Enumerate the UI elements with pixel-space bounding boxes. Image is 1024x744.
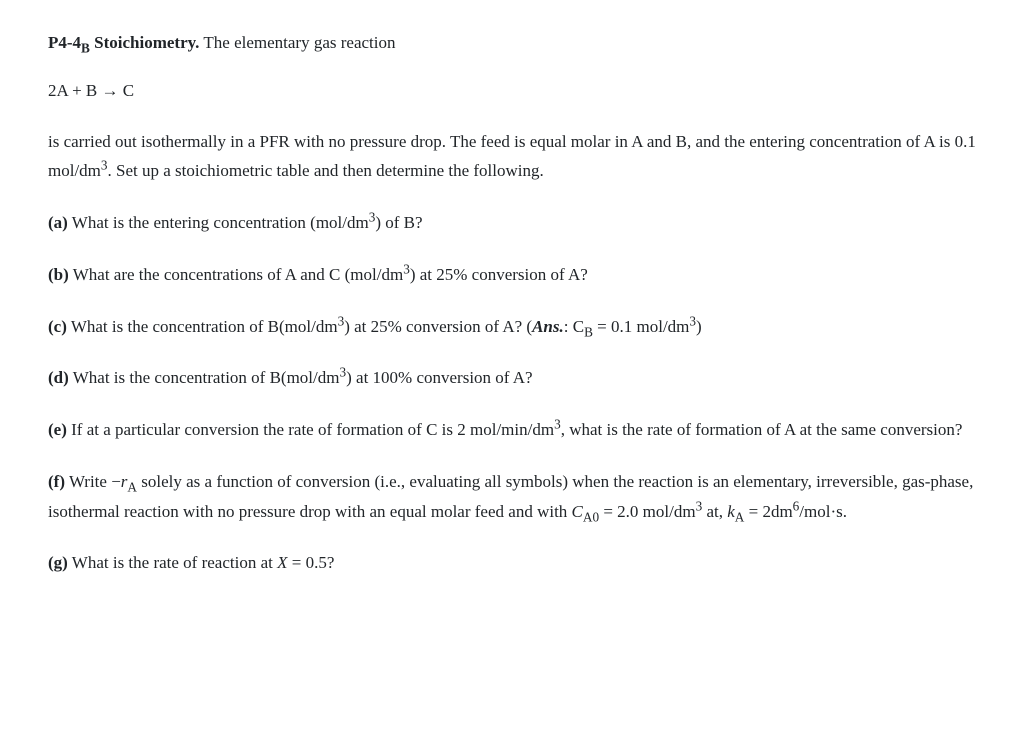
question-c: (c) What is the concentration of B(mol/d…	[48, 312, 976, 342]
question-a: (a) What is the entering concentration (…	[48, 208, 976, 238]
question-d: (d) What is the concentration of B(mol/d…	[48, 363, 976, 393]
question-d-text: What is the concentration of B(mol/dm3) …	[73, 368, 533, 387]
question-a-label: (a)	[48, 213, 68, 232]
question-a-text: What is the entering concentration (mol/…	[72, 213, 423, 232]
problem-intro: The elementary gas reaction	[203, 33, 395, 52]
question-g-label: (g)	[48, 553, 68, 572]
question-b-text: What are the concentrations of A and C (…	[73, 265, 588, 284]
question-f-label: (f)	[48, 472, 65, 491]
question-c-label: (c)	[48, 317, 67, 336]
problem-title: Stoichiometry.	[94, 33, 199, 52]
question-f-text: Write −rA solely as a function of conver…	[48, 472, 973, 521]
question-g-text: What is the rate of reaction at X = 0.5?	[72, 553, 335, 572]
question-f: (f) Write −rA solely as a function of co…	[48, 467, 976, 527]
question-c-text: What is the concentration of B(mol/dm3) …	[71, 317, 702, 336]
problem-number: P4-4B	[48, 33, 90, 52]
problem-header: P4-4B Stoichiometry. The elementary gas …	[48, 30, 976, 56]
reaction-equation: 2A + B → C	[48, 78, 976, 104]
question-b-label: (b)	[48, 265, 69, 284]
question-e: (e) If at a particular conversion the ra…	[48, 415, 976, 445]
question-g: (g) What is the rate of reaction at X = …	[48, 548, 976, 578]
question-e-text: If at a particular conversion the rate o…	[71, 420, 962, 439]
question-d-label: (d)	[48, 368, 69, 387]
question-b: (b) What are the concentrations of A and…	[48, 260, 976, 290]
question-e-label: (e)	[48, 420, 67, 439]
problem-description: is carried out isothermally in a PFR wit…	[48, 127, 976, 187]
